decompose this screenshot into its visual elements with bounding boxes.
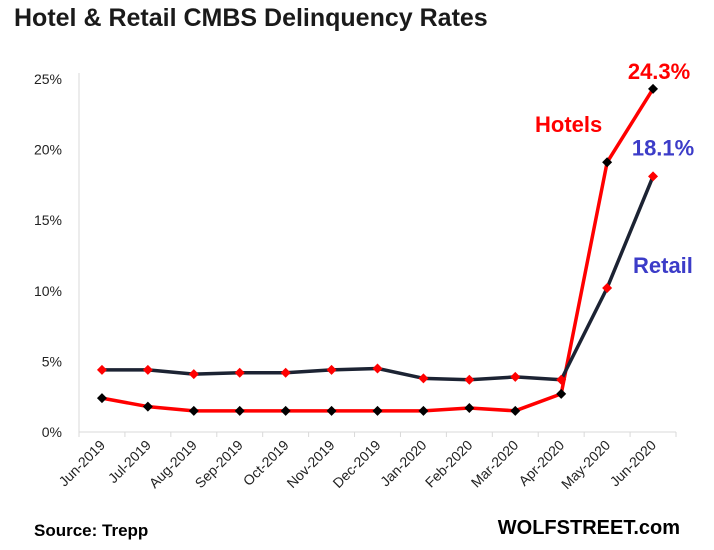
x-tick-label: Jun-2019 — [55, 437, 108, 490]
series-layer — [96, 83, 659, 416]
brand-label: WOLFSTREET.com — [497, 517, 680, 539]
data-point-retail — [188, 369, 199, 380]
x-tick-label: Feb-2020 — [422, 437, 476, 491]
data-point-hotels — [280, 405, 291, 416]
y-tick-label: 10% — [34, 283, 62, 299]
x-tick-label: Nov-2019 — [283, 437, 337, 491]
data-point-hotels — [234, 405, 245, 416]
data-point-hotels — [418, 405, 429, 416]
data-point-hotels — [188, 405, 199, 416]
data-point-retail — [326, 364, 337, 375]
data-point-retail — [142, 364, 153, 375]
x-tick-label: Aug-2019 — [146, 437, 200, 491]
end-value-label-retail: 18.1% — [632, 135, 694, 160]
data-point-retail — [234, 367, 245, 378]
y-tick-label: 5% — [42, 353, 62, 369]
data-point-hotels — [96, 393, 107, 404]
data-point-retail — [418, 373, 429, 384]
x-tick-label: Sep-2019 — [192, 437, 246, 491]
data-point-hotels — [602, 157, 613, 168]
y-tick-label: 25% — [34, 71, 62, 87]
axis-layer — [78, 73, 677, 437]
data-point-retail — [602, 282, 613, 293]
series-label-retail: Retail — [633, 253, 693, 278]
x-tick-label: May-2020 — [558, 437, 613, 492]
x-tick-label: Jan-2020 — [377, 437, 430, 490]
y-tick-label: 20% — [34, 142, 62, 158]
data-point-retail — [280, 367, 291, 378]
x-tick-label: Dec-2019 — [329, 437, 383, 491]
y-tick-label: 15% — [34, 212, 62, 228]
source-label: Source: Trepp — [34, 521, 149, 540]
data-point-retail — [510, 371, 521, 382]
data-point-retail — [372, 363, 383, 374]
data-point-hotels — [648, 83, 659, 94]
series-label-hotels: Hotels — [535, 112, 602, 137]
data-point-retail — [96, 364, 107, 375]
data-point-hotels — [326, 405, 337, 416]
data-point-hotels — [464, 402, 475, 413]
chart-title: Hotel & Retail CMBS Delinquency Rates — [14, 4, 488, 32]
x-tick-label: Mar-2020 — [468, 437, 522, 491]
data-point-retail — [648, 171, 659, 182]
data-point-hotels — [372, 405, 383, 416]
end-value-label-hotels: 24.3% — [628, 59, 690, 84]
label-layer: Hotels 24.3% Retail 18.1% — [535, 59, 694, 278]
data-point-hotels — [142, 401, 153, 412]
data-point-hotels — [510, 405, 521, 416]
data-point-hotels — [556, 388, 567, 399]
data-point-retail — [464, 374, 475, 385]
data-point-retail — [556, 374, 567, 385]
x-tick-label: Jun-2020 — [607, 437, 660, 490]
y-tick-label: 0% — [42, 424, 62, 440]
